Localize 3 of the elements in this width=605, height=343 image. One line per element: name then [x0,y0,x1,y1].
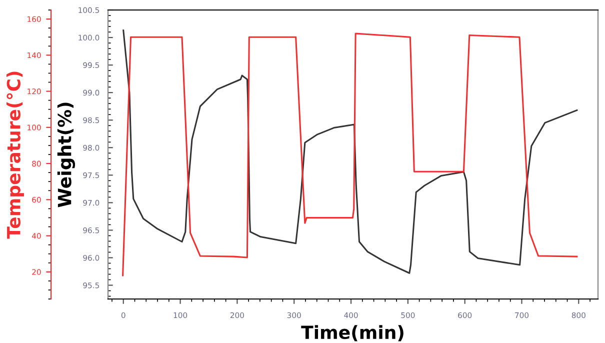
y2-axis-title: Temperature(°C) [6,72,24,239]
x-axis-title: Time(min) [301,325,404,342]
y-axis-title: Weight(%) [57,102,76,208]
